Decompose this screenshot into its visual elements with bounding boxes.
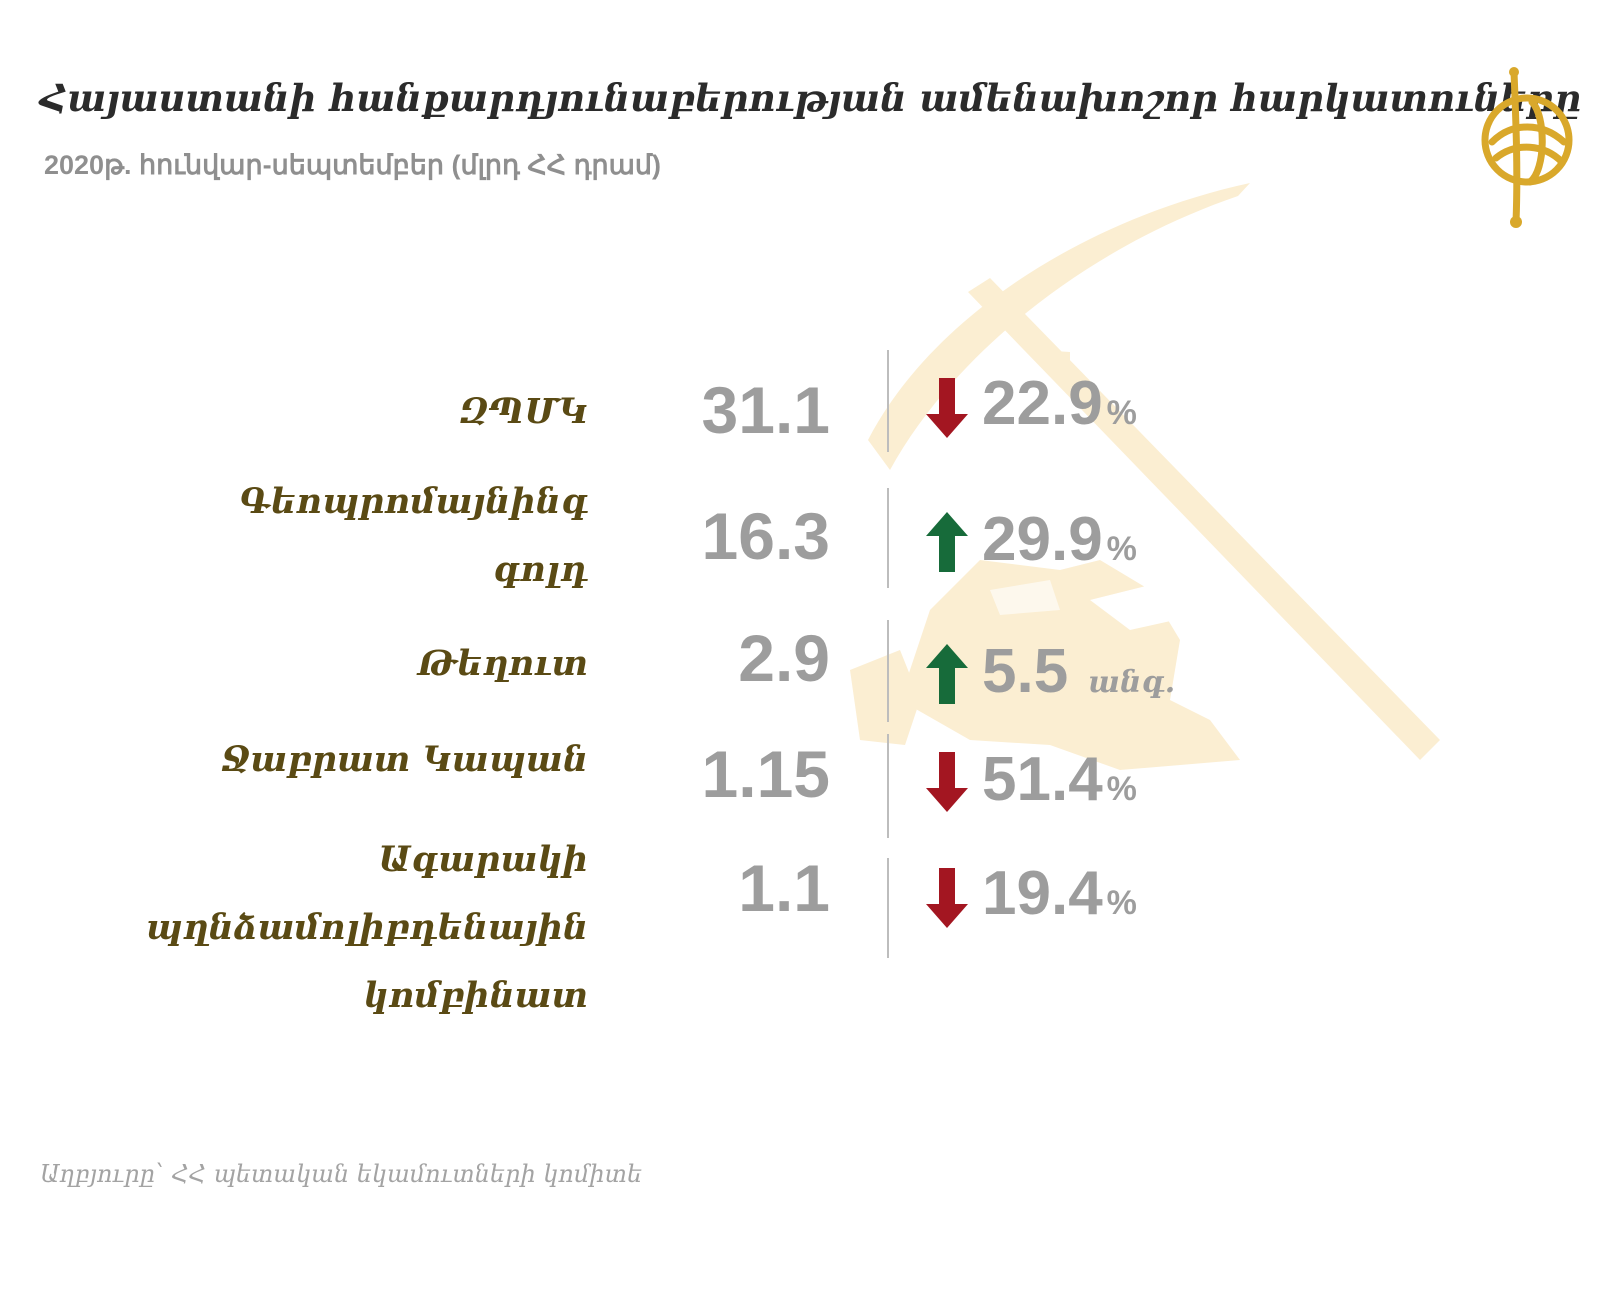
arrow-up-icon: [926, 512, 968, 572]
arrow-down-icon: [926, 378, 968, 438]
company-name: ԶՊՄԿ: [459, 391, 588, 432]
arrow-down-icon: [926, 868, 968, 928]
row-divider: [887, 734, 889, 838]
change-number: 19.4: [982, 859, 1103, 928]
change-number: 5.5: [982, 637, 1069, 706]
change-unit: %: [1106, 394, 1137, 432]
arrow-down-icon: [926, 752, 968, 812]
change-unit: %: [1106, 884, 1137, 922]
company-name: Ջաբրատ Կապան: [220, 739, 588, 780]
change-number: 22.9: [982, 369, 1103, 438]
company-name: Թեղուտ: [417, 643, 588, 684]
company-name: Գեոպրոմայնինգ գոլդ: [239, 481, 589, 590]
source-note: Աղբյուրը՝ ՀՀ պետական եկամուտների կոմիտե: [40, 1160, 643, 1188]
tax-value: 1.1: [738, 851, 830, 925]
change-number: 29.9: [982, 505, 1103, 574]
arrow-up-icon: [926, 644, 968, 704]
row-divider: [887, 488, 889, 588]
change-value: 51.4%: [982, 744, 1137, 815]
tax-value: 2.9: [738, 621, 830, 695]
chart-title: Հայաստանի հանքարդյունաբերության ամենախոշ…: [40, 76, 1582, 120]
company-name: Ագարակի պղնձամոլիբդենային կոմբինատ: [145, 839, 588, 1016]
change-unit: %: [1106, 770, 1137, 808]
change-value: 19.4%: [982, 858, 1137, 929]
tax-value: 16.3: [701, 499, 830, 573]
row-divider: [887, 350, 889, 452]
logo-icon: [1481, 67, 1573, 228]
row-divider: [887, 620, 889, 722]
change-unit: %: [1106, 530, 1137, 568]
change-value: 29.9%: [982, 504, 1137, 575]
change-unit: անգ.: [1088, 665, 1176, 700]
tax-value: 1.15: [701, 737, 830, 811]
change-number: 51.4: [982, 745, 1103, 814]
tax-value: 31.1: [701, 373, 830, 447]
change-value: 22.9%: [982, 368, 1137, 439]
change-value: 5.5 անգ.: [982, 636, 1175, 707]
chart-subtitle: 2020թ. հունվար-սեպտեմբեր (մլրդ ՀՀ դրամ): [44, 150, 661, 180]
row-divider: [887, 858, 889, 958]
